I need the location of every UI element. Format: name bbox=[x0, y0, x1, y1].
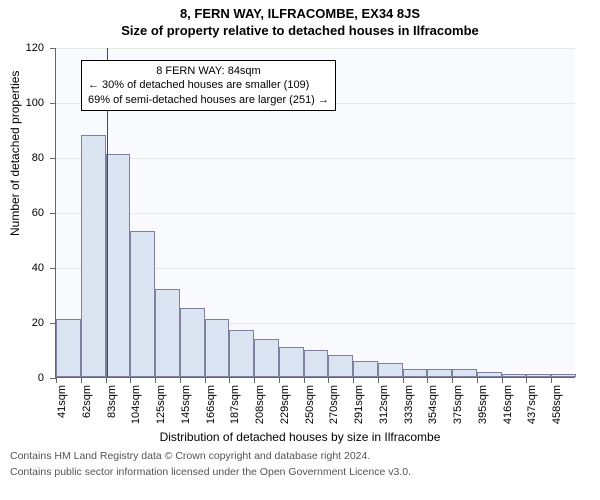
x-tick-mark bbox=[477, 377, 478, 383]
x-tick-label: 187sqm bbox=[229, 385, 241, 424]
x-axis-label: Distribution of detached houses by size … bbox=[0, 430, 600, 444]
x-tick-label: 312sqm bbox=[378, 385, 390, 424]
histogram-bar bbox=[205, 319, 230, 377]
histogram-bar bbox=[526, 374, 551, 377]
annotation-line-3: 69% of semi-detached houses are larger (… bbox=[88, 93, 329, 107]
x-tick-label: 208sqm bbox=[254, 385, 266, 424]
x-tick-mark bbox=[130, 377, 131, 383]
y-tick-label: 20 bbox=[32, 317, 56, 329]
x-tick-label: 125sqm bbox=[155, 385, 167, 424]
histogram-bar bbox=[106, 154, 131, 377]
x-tick-mark bbox=[254, 377, 255, 383]
x-tick-label: 166sqm bbox=[205, 385, 217, 424]
chart-container: Number of detached properties 0204060801… bbox=[0, 38, 600, 448]
x-tick-mark bbox=[378, 377, 379, 383]
histogram-bar bbox=[130, 231, 155, 377]
x-tick-label: 229sqm bbox=[279, 385, 291, 424]
y-tick-label: 120 bbox=[26, 42, 56, 54]
x-tick-label: 375sqm bbox=[452, 385, 464, 424]
x-tick-label: 416sqm bbox=[502, 385, 514, 424]
footer-line-2: Contains public sector information licen… bbox=[0, 464, 600, 480]
y-tick-label: 0 bbox=[38, 372, 56, 384]
histogram-bar bbox=[180, 308, 205, 377]
y-axis-label: Number of detached properties bbox=[8, 71, 22, 236]
histogram-bar bbox=[502, 374, 527, 377]
x-tick-label: 104sqm bbox=[130, 385, 142, 424]
histogram-bar bbox=[427, 369, 452, 377]
plot-area: 02040608010012041sqm62sqm83sqm104sqm125s… bbox=[55, 48, 575, 378]
page-title: 8, FERN WAY, ILFRACOMBE, EX34 8JS bbox=[0, 6, 600, 21]
grid-line bbox=[56, 48, 575, 49]
histogram-bar bbox=[551, 374, 576, 377]
y-tick-label: 40 bbox=[32, 262, 56, 274]
x-tick-mark bbox=[56, 377, 57, 383]
histogram-bar bbox=[56, 319, 81, 377]
histogram-bar bbox=[353, 361, 378, 378]
x-tick-label: 145sqm bbox=[180, 385, 192, 424]
x-tick-label: 41sqm bbox=[56, 385, 68, 418]
histogram-bar bbox=[378, 363, 403, 377]
x-tick-label: 250sqm bbox=[304, 385, 316, 424]
x-tick-mark bbox=[403, 377, 404, 383]
x-tick-label: 437sqm bbox=[526, 385, 538, 424]
page-subtitle: Size of property relative to detached ho… bbox=[0, 23, 600, 38]
x-tick-mark bbox=[180, 377, 181, 383]
x-tick-mark bbox=[526, 377, 527, 383]
x-tick-mark bbox=[81, 377, 82, 383]
x-tick-mark bbox=[452, 377, 453, 383]
y-tick-label: 60 bbox=[32, 207, 56, 219]
x-tick-label: 458sqm bbox=[551, 385, 563, 424]
x-tick-mark bbox=[279, 377, 280, 383]
annotation-line-2: ← 30% of detached houses are smaller (10… bbox=[88, 78, 329, 92]
x-tick-mark bbox=[155, 377, 156, 383]
y-tick-label: 100 bbox=[26, 97, 56, 109]
y-tick-label: 80 bbox=[32, 152, 56, 164]
histogram-bar bbox=[452, 369, 477, 377]
x-tick-label: 62sqm bbox=[81, 385, 93, 418]
x-tick-label: 270sqm bbox=[328, 385, 340, 424]
annotation-line-1: 8 FERN WAY: 84sqm bbox=[88, 64, 329, 78]
x-tick-label: 395sqm bbox=[477, 385, 489, 424]
histogram-bar bbox=[304, 350, 329, 378]
x-tick-mark bbox=[205, 377, 206, 383]
x-tick-label: 354sqm bbox=[427, 385, 439, 424]
x-tick-mark bbox=[353, 377, 354, 383]
footer-line-1: Contains HM Land Registry data © Crown c… bbox=[0, 448, 600, 464]
histogram-bar bbox=[403, 369, 428, 377]
x-tick-mark bbox=[502, 377, 503, 383]
x-tick-mark bbox=[551, 377, 552, 383]
x-tick-label: 291sqm bbox=[353, 385, 365, 424]
x-tick-mark bbox=[328, 377, 329, 383]
grid-line bbox=[56, 158, 575, 159]
histogram-bar bbox=[254, 339, 279, 378]
x-tick-label: 333sqm bbox=[403, 385, 415, 424]
histogram-bar bbox=[328, 355, 353, 377]
x-tick-label: 83sqm bbox=[106, 385, 118, 418]
grid-line bbox=[56, 213, 575, 214]
x-tick-mark bbox=[106, 377, 107, 383]
annotation-box: 8 FERN WAY: 84sqm← 30% of detached house… bbox=[81, 60, 336, 111]
histogram-bar bbox=[155, 289, 180, 377]
histogram-bar bbox=[477, 372, 502, 378]
x-tick-mark bbox=[229, 377, 230, 383]
histogram-bar bbox=[229, 330, 254, 377]
x-tick-mark bbox=[427, 377, 428, 383]
x-tick-mark bbox=[304, 377, 305, 383]
histogram-bar bbox=[81, 135, 106, 377]
histogram-bar bbox=[279, 347, 304, 377]
